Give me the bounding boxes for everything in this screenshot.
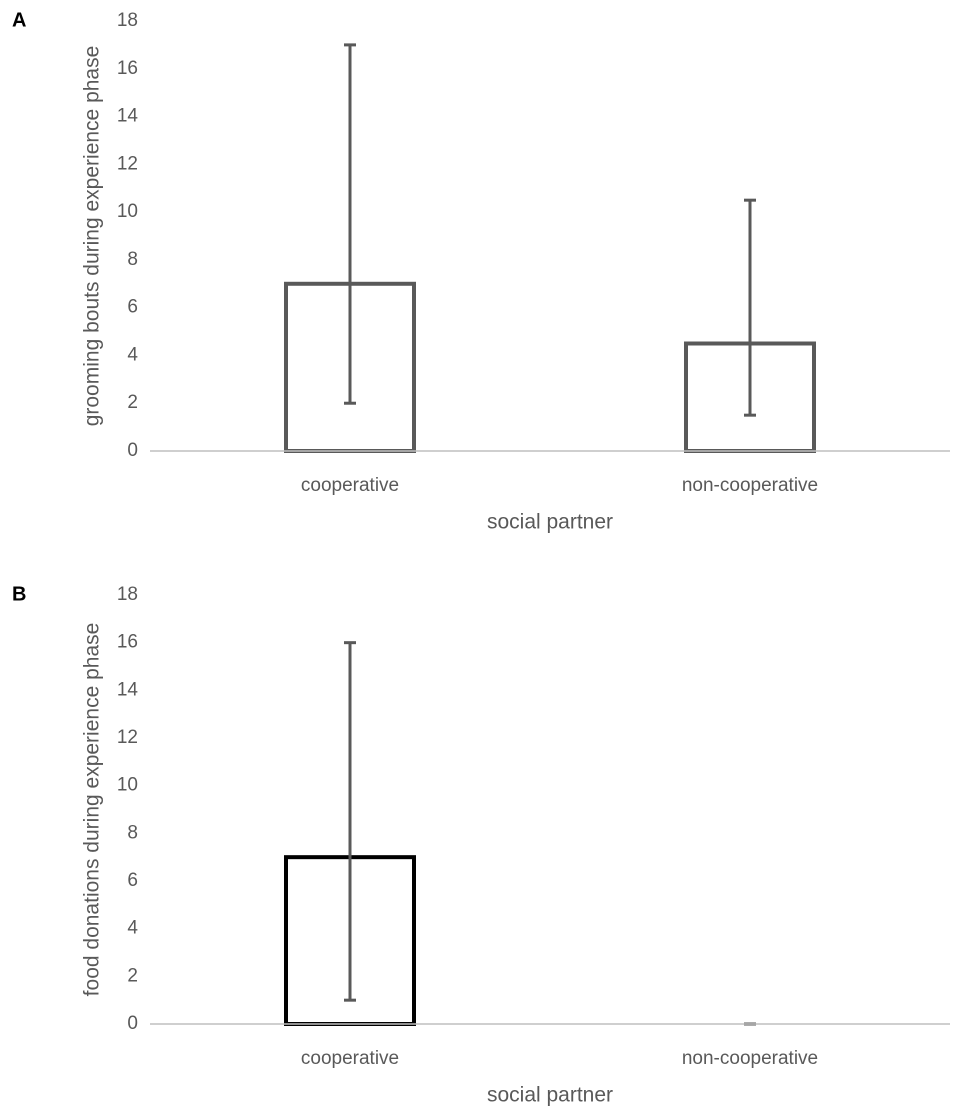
panel-label: B xyxy=(12,583,26,605)
y-tick-label: 0 xyxy=(127,1013,138,1034)
error-bar xyxy=(744,198,756,417)
y-tick-label: 8 xyxy=(127,822,138,843)
y-tick-label: 2 xyxy=(127,392,138,413)
y-tick-label: 0 xyxy=(127,440,138,461)
y-tick-label: 4 xyxy=(127,344,138,365)
y-tick-label: 12 xyxy=(117,727,138,748)
y-tick-label: 16 xyxy=(117,632,138,653)
y-tick-label: 16 xyxy=(117,58,138,79)
x-tick-label: non-cooperative xyxy=(682,1048,818,1069)
x-tick-label: non-cooperative xyxy=(682,475,818,496)
y-tick-label: 4 xyxy=(127,918,138,939)
y-tick-label: 14 xyxy=(117,106,139,127)
x-axis-title: social partner xyxy=(487,1084,613,1107)
y-tick-label: 6 xyxy=(127,870,138,891)
y-tick-label: 6 xyxy=(127,297,138,318)
y-tick-label: 18 xyxy=(117,10,138,31)
y-tick-label: 14 xyxy=(117,679,139,700)
y-tick-label: 10 xyxy=(117,201,138,222)
y-axis-title: food donations during experience phase xyxy=(81,623,104,997)
error-bar xyxy=(344,641,356,1002)
y-tick-label: 18 xyxy=(117,584,138,605)
y-tick-label: 12 xyxy=(117,153,138,174)
error-bar xyxy=(344,43,356,405)
y-tick-label: 8 xyxy=(127,249,138,270)
x-axis-title: social partner xyxy=(487,511,613,534)
x-tick-label: cooperative xyxy=(301,475,399,496)
y-tick-label: 10 xyxy=(117,775,138,796)
y-tick-label: 2 xyxy=(127,965,138,986)
x-tick-label: cooperative xyxy=(301,1048,399,1069)
y-axis-title: grooming bouts during experience phase xyxy=(81,46,104,427)
panel-label: A xyxy=(12,9,26,31)
